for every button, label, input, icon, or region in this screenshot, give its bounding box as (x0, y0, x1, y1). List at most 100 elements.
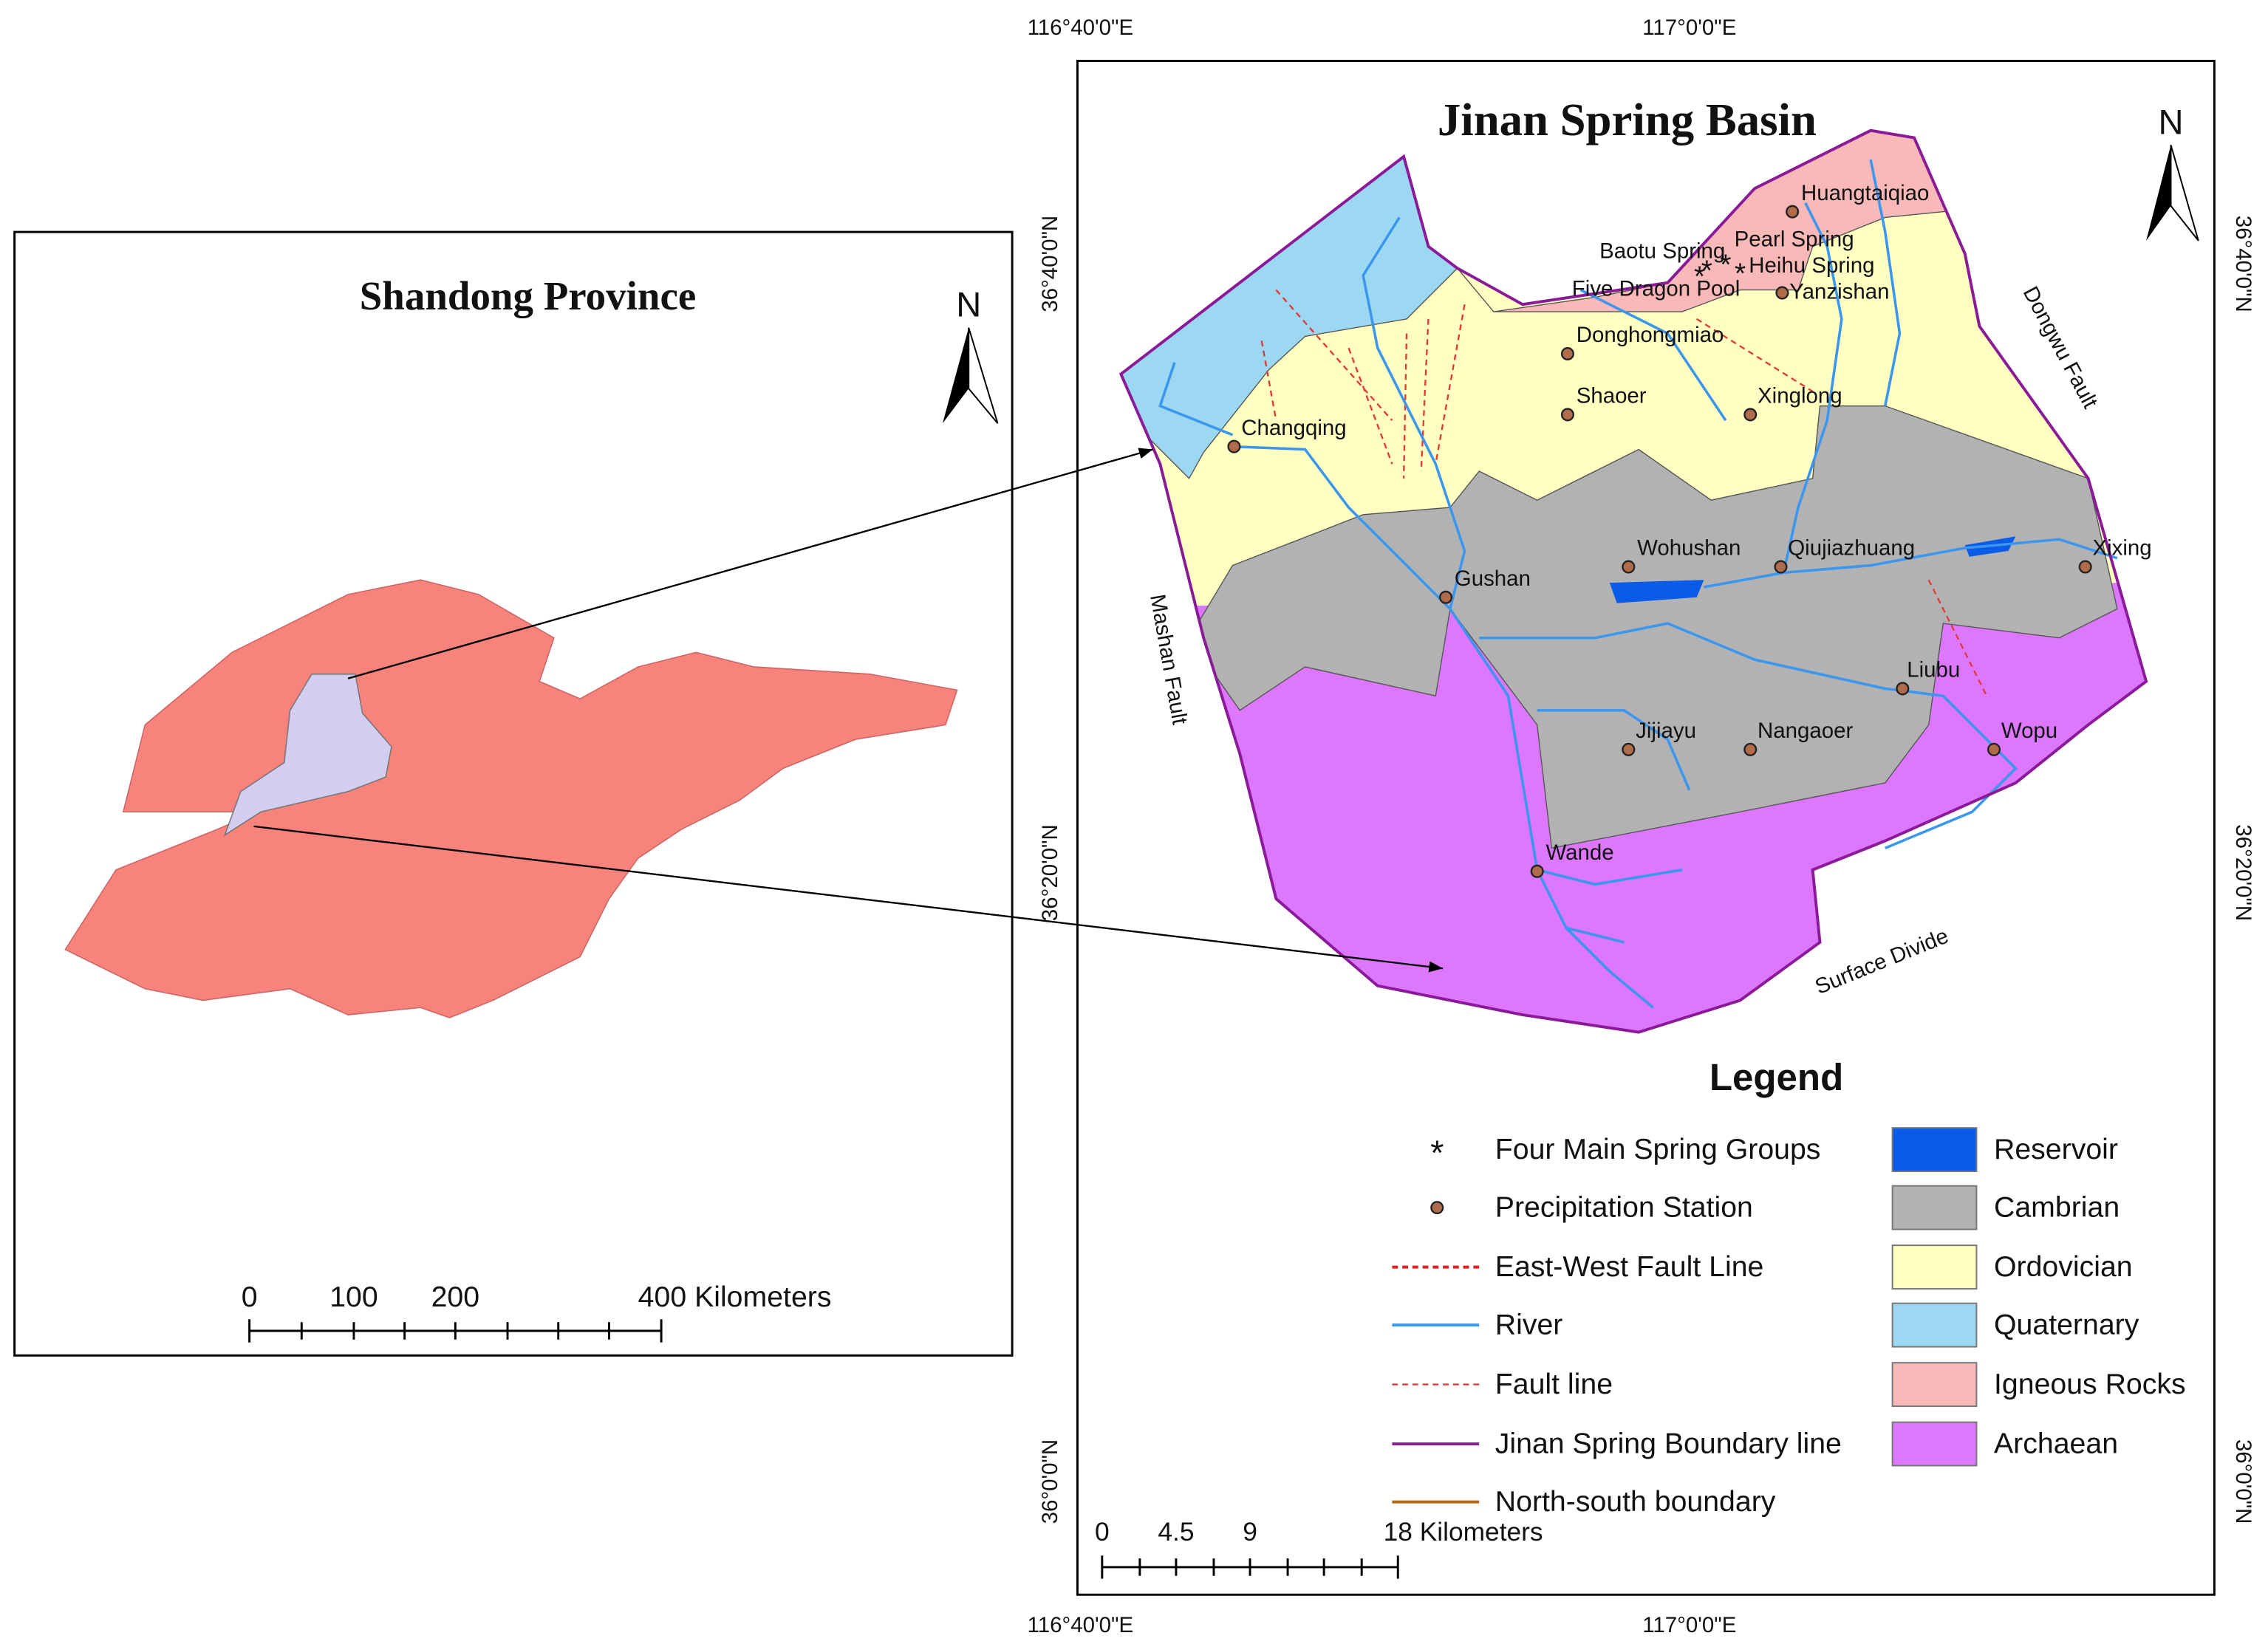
scale-label: 400 Kilometers (638, 1281, 832, 1313)
coord-label: 36°20'0"N (1038, 824, 1062, 921)
map-shape (1782, 202, 1843, 573)
coord-label: 117°0'0"E (1642, 1613, 1736, 1637)
scale-label: 0 (242, 1281, 258, 1313)
place-label: Shaoer (1577, 384, 1647, 408)
place-label: Donghongmiao (1577, 323, 1724, 347)
map-shape (1891, 1244, 1978, 1290)
map-shape (1362, 216, 1654, 1009)
map-shape (1260, 340, 1277, 421)
place-label: Pearl Spring (1735, 227, 1854, 252)
place-label: Changqing (1241, 416, 1346, 440)
scale-label: 9 (1243, 1518, 1257, 1547)
place-label: Xinglong (1758, 384, 1842, 408)
map-shape: * (1430, 1133, 1444, 1172)
map-shape (1891, 1127, 1978, 1173)
legend-title: Legend (1709, 1056, 1843, 1098)
scale-label: 18 Kilometers (1384, 1518, 1543, 1547)
map-shape (1435, 304, 1466, 465)
place-label: Wopu (2001, 719, 2057, 743)
map-shape (1579, 289, 1727, 422)
legend-item: North-south boundary (1495, 1485, 1776, 1518)
map-shape (1227, 439, 1241, 453)
map-shape (1743, 742, 1758, 756)
map-shape: * (1694, 260, 1705, 292)
map-shape (1560, 346, 1574, 361)
place-label: Yanzishan (1789, 279, 1889, 304)
map-shape (1927, 579, 1988, 696)
legend-item: Precipitation Station (1495, 1191, 1753, 1223)
north-arrow (2170, 145, 2199, 242)
rivers (1158, 159, 2118, 1009)
coord-label: 116°40'0"E (1028, 16, 1134, 40)
connector-arrow (253, 825, 1444, 973)
place-label: Gushan (1455, 566, 1531, 591)
jinan-region (223, 673, 392, 837)
map-shape (1891, 1421, 1978, 1467)
north-arrow (968, 327, 999, 424)
place-label: Heihu Spring (1749, 253, 1874, 278)
map-shape (1438, 590, 1453, 604)
legend-symbols: * (1392, 1127, 1978, 1504)
legend-item: Jinan Spring Boundary line (1495, 1427, 1842, 1459)
place-label: Nangaoer (1758, 719, 1853, 743)
place-label: Huangtaiqiao (1801, 181, 1930, 205)
map-shape (1622, 742, 1636, 756)
left-title: Shandong Province (360, 273, 697, 318)
map-shape: * (1735, 257, 1746, 290)
map-shape: * (1701, 254, 1712, 287)
map-shape (1704, 538, 2118, 589)
map-shape (1896, 682, 1910, 696)
map-shape: * (1720, 249, 1731, 281)
left-scale-bar (248, 1319, 663, 1343)
map-shape (1987, 742, 2001, 756)
map-shape (2078, 560, 2092, 574)
place-label: Qiujiazhuang (1788, 536, 1915, 561)
map-shape (1869, 159, 1902, 406)
map-shape (1695, 318, 1814, 393)
coord-label: 116°40'0"E (1028, 1613, 1134, 1637)
legend-item: Fault line (1495, 1368, 1613, 1400)
place-label: Baotu Spring (1599, 239, 1725, 263)
map-shape (1232, 445, 1452, 610)
north-label: N (2158, 102, 2183, 141)
legend-item: Archaean (1994, 1427, 2118, 1459)
scale-label: 100 (329, 1281, 378, 1313)
map-shape (1560, 408, 1574, 422)
legend-item: Cambrian (1994, 1191, 2120, 1223)
map-shape (1774, 560, 1788, 574)
map-shape (1430, 1201, 1444, 1215)
place-label: Xixing (2092, 536, 2151, 561)
springs: * * ** (1694, 249, 1746, 293)
map-shape (1479, 622, 2018, 849)
map-shape (1743, 408, 1758, 422)
place-label: Wande (1545, 840, 1613, 865)
north-label: N (956, 285, 981, 324)
map-shape (1158, 362, 1234, 436)
coord-label: 36°0'0"N (2231, 1439, 2255, 1524)
coord-label: 117°0'0"E (1642, 16, 1736, 40)
map-shape (1537, 869, 1683, 886)
scale-label: 4.5 (1158, 1518, 1194, 1547)
scale-label: 200 (431, 1281, 480, 1313)
legend-item: River (1495, 1308, 1563, 1340)
place-label: Jijiayu (1636, 719, 1696, 743)
right-title: Jinan Spring Basin (1438, 94, 1817, 145)
map-shape (1530, 864, 1544, 878)
map-shape (1891, 1185, 1978, 1230)
map-shape (1891, 1362, 1978, 1408)
map-shape (1786, 205, 1800, 219)
place-label: Wohushan (1637, 536, 1741, 561)
right-scale-bar (1101, 1555, 1399, 1579)
map-shape (1420, 318, 1430, 472)
coord-label: 36°20'0"N (2231, 824, 2255, 921)
stations (1227, 205, 2092, 878)
map-shape (1275, 289, 1393, 422)
map-shape (1565, 926, 1625, 944)
legend-item: East-West Fault Line (1495, 1250, 1764, 1283)
legend-item: Reservoir (1994, 1133, 2118, 1165)
connector-arrow (347, 448, 1153, 679)
legend-item: Four Main Spring Groups (1495, 1133, 1821, 1165)
legend-item: Ordovician (1994, 1250, 2133, 1283)
